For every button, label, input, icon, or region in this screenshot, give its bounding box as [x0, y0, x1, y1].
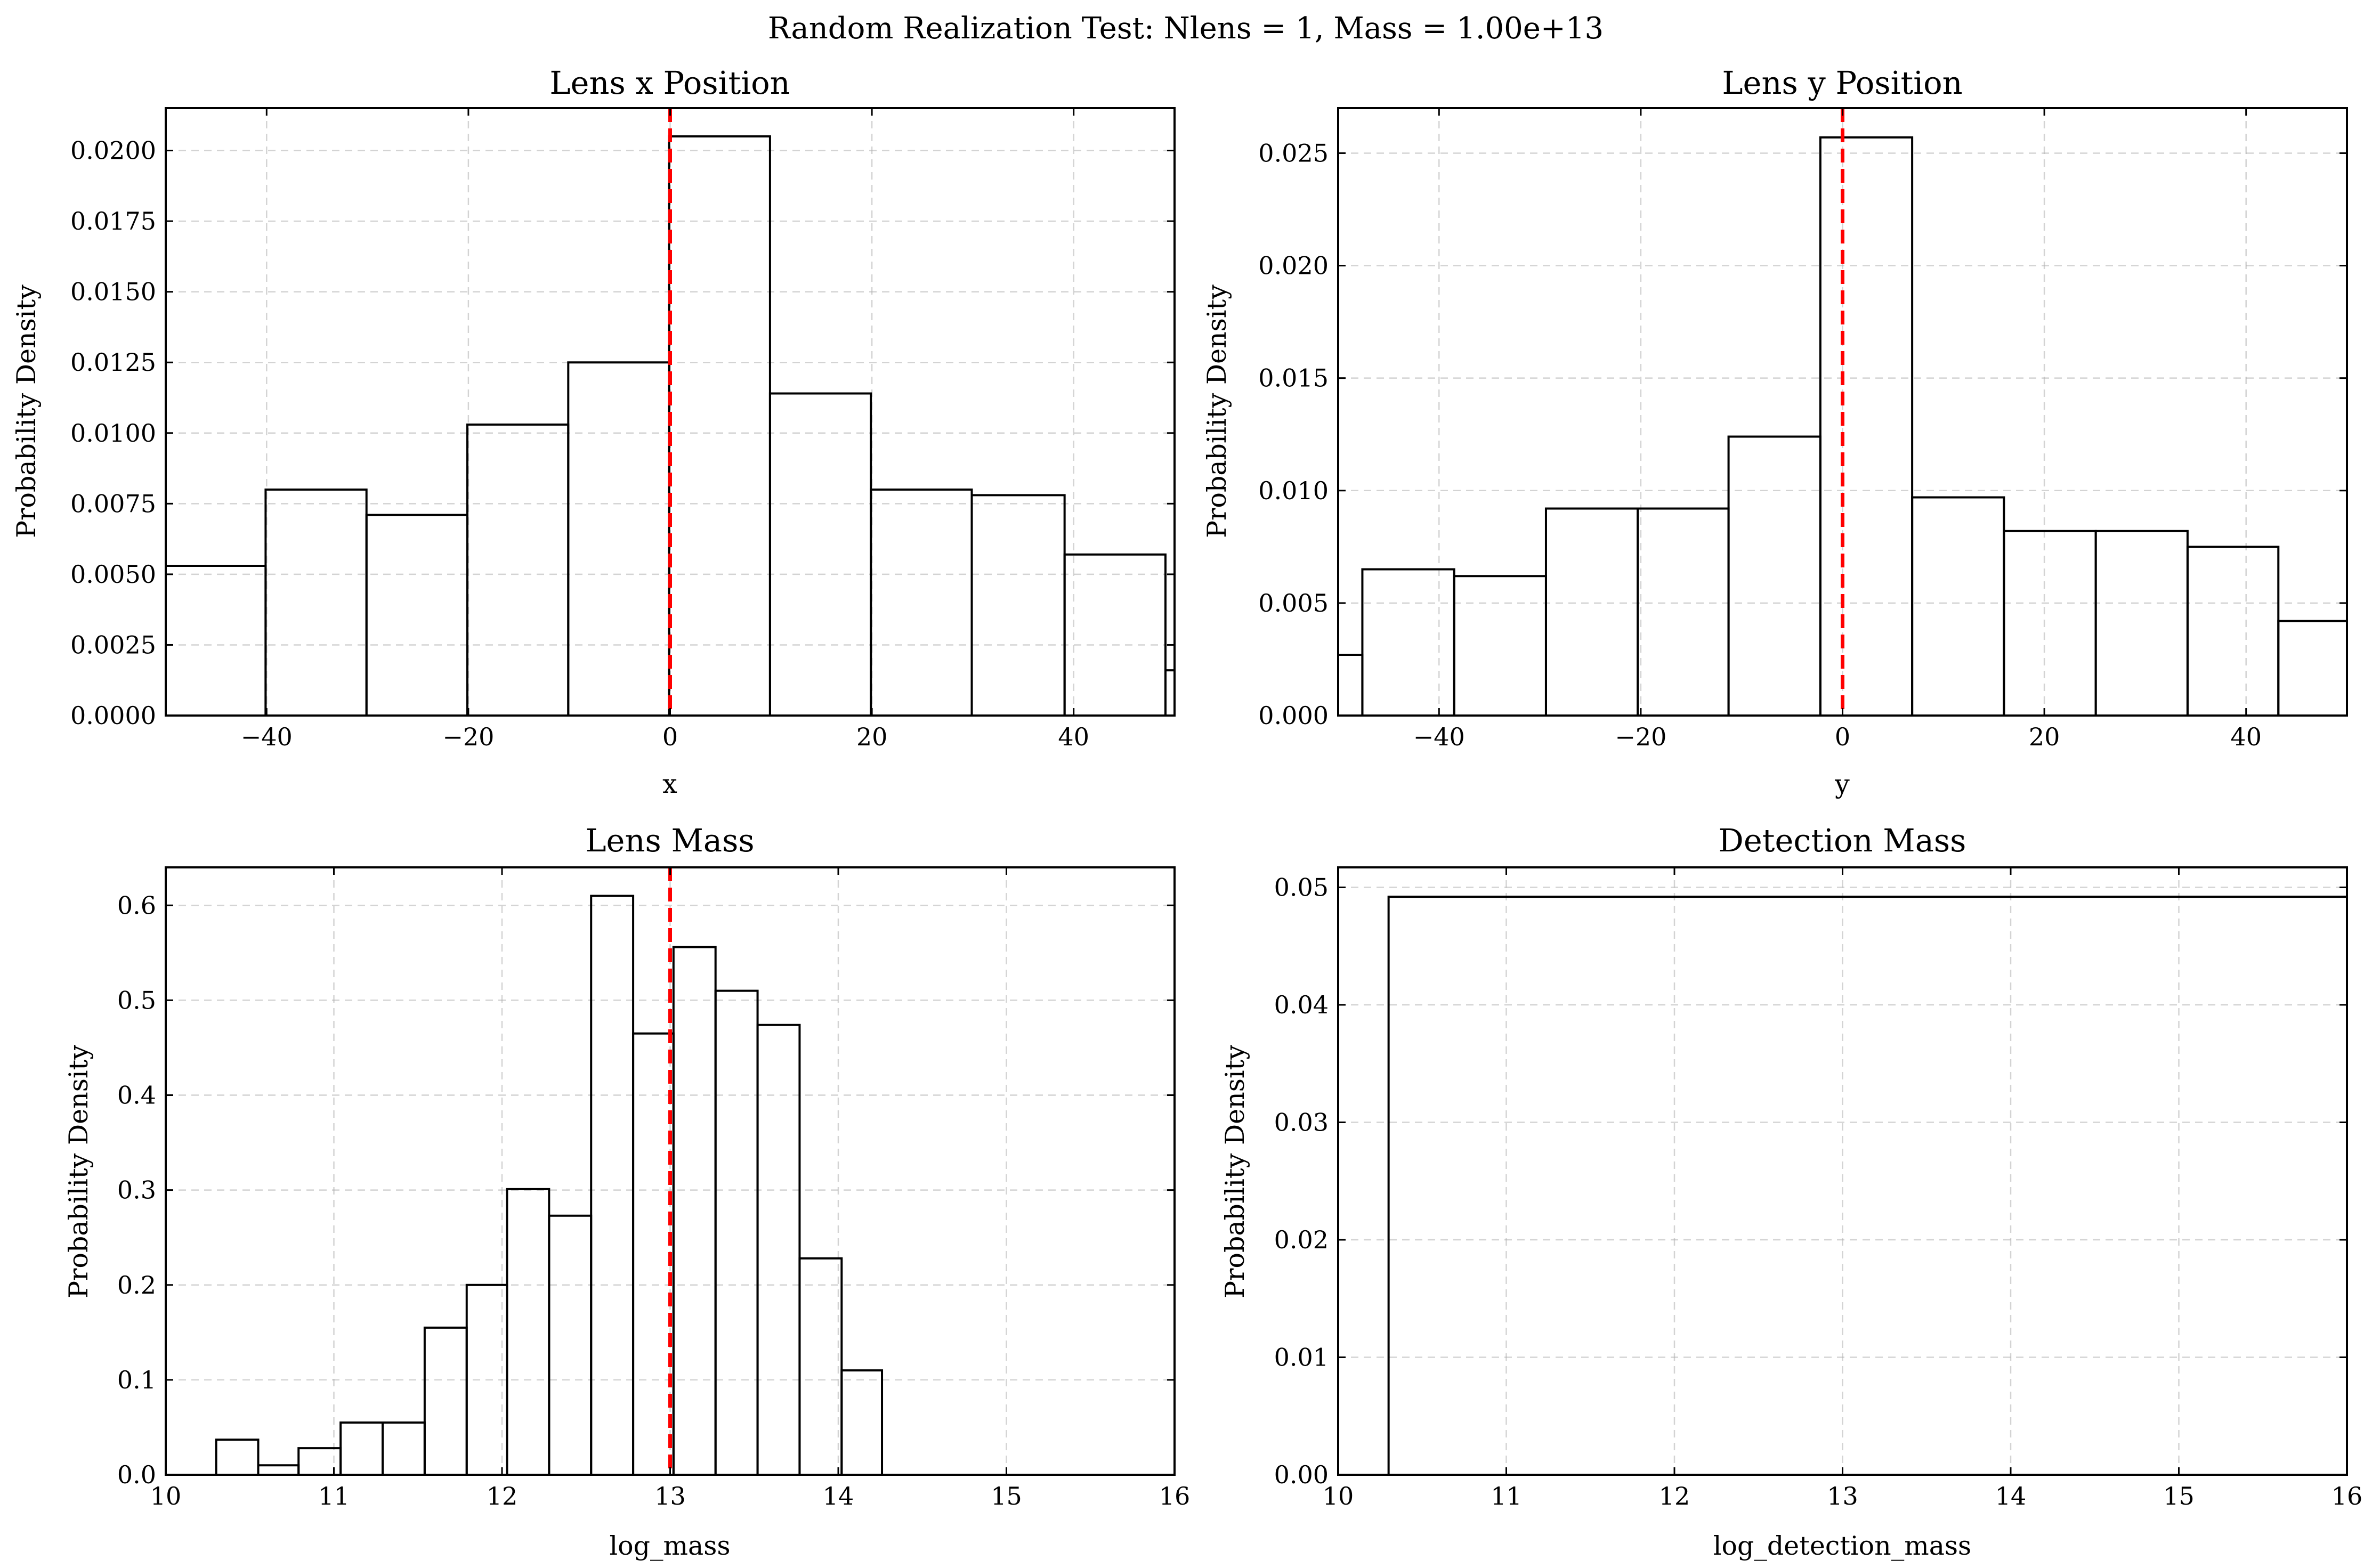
x-tick-label: −20 — [442, 722, 494, 751]
x-axis-label: y — [1834, 769, 1850, 799]
y-tick-label: 0.05 — [1274, 873, 1329, 901]
histogram-bars — [1387, 896, 2347, 1475]
y-tick-label: 0.0175 — [70, 207, 156, 235]
x-axis-label: x — [662, 769, 677, 799]
y-tick-label: 0.010 — [1258, 476, 1329, 505]
figure-title: Random Realization Test: Nlens = 1, Mass… — [768, 11, 1604, 46]
x-tick-label: −20 — [1615, 722, 1666, 751]
panel-lens-x-position: Lens x Position x Probability Density −4… — [11, 64, 1176, 799]
y-tick-label: 0.03 — [1274, 1108, 1329, 1136]
histogram-bar — [756, 1023, 801, 1475]
histogram-bar — [215, 1439, 260, 1475]
x-tick-label: 14 — [823, 1482, 854, 1510]
x-tick-label: 11 — [318, 1482, 350, 1510]
y-tick-label: 0.025 — [1258, 139, 1329, 167]
x-tick-label: 16 — [1159, 1482, 1191, 1510]
y-tick-label: 0.0100 — [70, 419, 156, 448]
x-tick-label: 10 — [1323, 1482, 1354, 1510]
y-tick-label: 0.0125 — [70, 348, 156, 377]
y-tick-label: 0.005 — [1258, 589, 1329, 618]
x-tick-label: 0 — [1835, 722, 1850, 751]
x-axis-label: log_detection_mass — [1713, 1531, 1971, 1561]
y-tick-label: 0.020 — [1258, 251, 1329, 280]
x-tick-label: 0 — [662, 722, 678, 751]
x-tick-label: 14 — [1995, 1482, 2027, 1510]
histogram-bars — [166, 135, 1175, 716]
y-tick-label: 0.015 — [1258, 364, 1329, 393]
x-tick-label: 20 — [856, 722, 888, 751]
panel-lens-mass: Lens Mass log_mass Probability Density 1… — [63, 822, 1190, 1561]
panel-lens-y-position: Lens y Position y Probability Density −4… — [1202, 64, 2348, 799]
y-tick-label: 0.0075 — [70, 489, 156, 518]
y-axis-label: Probability Density — [11, 285, 42, 538]
panel-detection-mass: Detection Mass log_detection_mass Probab… — [1220, 822, 2362, 1561]
histogram-bar — [1063, 553, 1167, 716]
y-tick-label: 0.0150 — [70, 278, 156, 306]
histogram-bars — [215, 895, 884, 1475]
panel-title: Lens Mass — [585, 822, 754, 859]
y-tick-label: 0.01 — [1274, 1343, 1329, 1371]
x-tick-label: 10 — [150, 1482, 182, 1510]
y-tick-label: 0.00 — [1274, 1460, 1329, 1489]
y-tick-label: 0.0050 — [70, 560, 156, 589]
y-tick-label: 0.0000 — [70, 701, 156, 730]
y-tick-label: 0.02 — [1274, 1225, 1329, 1254]
histogram-bars — [1338, 136, 2347, 716]
histogram-bar — [798, 1257, 843, 1475]
y-tick-label: 0.1 — [117, 1366, 156, 1394]
x-tick-label: 13 — [1827, 1482, 1858, 1510]
histogram-bar — [1819, 136, 1914, 716]
x-tick-label: 15 — [991, 1482, 1022, 1510]
x-tick-label: −40 — [1413, 722, 1465, 751]
histogram-bar — [1164, 669, 1175, 716]
y-axis-label: Probability Density — [1220, 1045, 1250, 1298]
histogram-bar — [840, 1369, 884, 1475]
y-tick-label: 0.0200 — [70, 136, 156, 165]
y-tick-label: 0.6 — [117, 891, 156, 920]
y-tick-label: 0.4 — [117, 1081, 156, 1110]
y-tick-label: 0.5 — [117, 986, 156, 1014]
y-tick-label: 0.0 — [117, 1460, 156, 1489]
y-tick-label: 0.2 — [117, 1271, 156, 1299]
x-tick-label: 40 — [1058, 722, 1089, 751]
x-tick-label: 13 — [654, 1482, 686, 1510]
x-tick-label: 11 — [1491, 1482, 1522, 1510]
x-tick-label: −40 — [241, 722, 293, 751]
y-tick-label: 0.000 — [1258, 701, 1329, 730]
y-tick-label: 0.3 — [117, 1176, 156, 1205]
panel-title: Lens y Position — [1722, 64, 1962, 101]
x-axis-label: log_mass — [609, 1531, 730, 1561]
y-axis-label: Probability Density — [63, 1045, 94, 1298]
x-tick-label: 16 — [2331, 1482, 2363, 1510]
panel-title: Detection Mass — [1719, 822, 1966, 859]
x-tick-label: 15 — [2163, 1482, 2195, 1510]
histogram-bar — [2277, 620, 2347, 716]
y-tick-label: 0.0025 — [70, 630, 156, 659]
x-tick-label: 12 — [1659, 1482, 1690, 1510]
x-tick-label: 12 — [487, 1482, 518, 1510]
histogram-bar — [1387, 896, 2347, 1475]
panel-title: Lens x Position — [549, 64, 790, 101]
x-tick-label: 20 — [2029, 722, 2060, 751]
x-tick-label: 40 — [2230, 722, 2262, 751]
y-axis-label: Probability Density — [1202, 285, 1232, 538]
y-tick-label: 0.04 — [1274, 990, 1329, 1019]
